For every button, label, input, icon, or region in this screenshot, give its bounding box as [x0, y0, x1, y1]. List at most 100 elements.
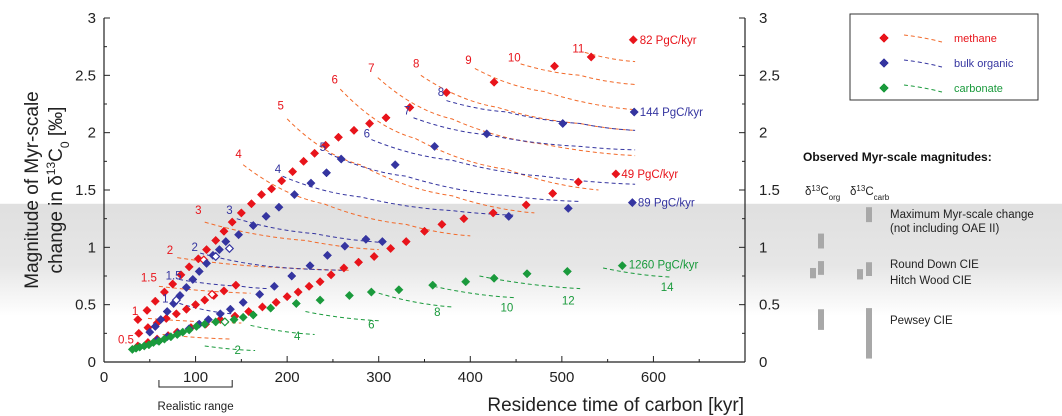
- trend-curve-26: [433, 285, 517, 299]
- bulk-organic-point: [274, 202, 284, 212]
- observed-org-bar: [810, 267, 816, 279]
- trend-curve-6: [286, 118, 535, 214]
- bulk-organic-point: [558, 118, 568, 129]
- x-tick-label: 100: [183, 369, 208, 386]
- trend-curve-19: [371, 139, 636, 185]
- methane-point: [369, 251, 379, 262]
- observed-org-bar: [818, 233, 824, 249]
- methane-point: [321, 140, 331, 150]
- methane-point: [419, 226, 430, 236]
- y-tick-label-right: 1.5: [759, 182, 780, 199]
- methane-point: [200, 295, 210, 305]
- bulk-organic-point: [377, 237, 387, 247]
- bulk-organic-point: [221, 237, 231, 247]
- y-tick-label-left: 1.5: [75, 182, 96, 199]
- methane-point: [219, 226, 229, 236]
- bulk-organic-point: [321, 168, 332, 178]
- observed-org-bar: [818, 309, 824, 330]
- trend-curve-10: [474, 68, 636, 111]
- observed-label: Round Down CIE: [890, 259, 979, 271]
- trend-curve-23: [250, 324, 315, 335]
- methane-point: [219, 286, 229, 296]
- observed-col-org-header: δ13Corg: [805, 184, 840, 202]
- methane-point: [184, 262, 194, 272]
- curve-number-label: 9: [465, 55, 471, 67]
- x-tick-label: 600: [641, 369, 666, 386]
- y-axis-title-group: Magnitude of Myr-scale change in δ13C0 [‰…: [22, 91, 72, 288]
- legend-line: [903, 84, 943, 93]
- bulk-organic-point: [287, 271, 297, 281]
- methane-point: [293, 287, 303, 297]
- carbonate-point: [200, 319, 210, 329]
- methane-point: [405, 102, 415, 112]
- trend-curve-22: [204, 345, 256, 352]
- curve-number-label: 12: [562, 296, 575, 308]
- observed-org-bar: [818, 261, 824, 275]
- methane-point: [437, 219, 447, 229]
- methane-point: [142, 305, 152, 315]
- methane-point: [611, 169, 621, 179]
- bulk-organic-point: [629, 107, 639, 117]
- curve-number-label: 7: [368, 63, 374, 75]
- methane-point: [277, 176, 287, 186]
- methane-point: [227, 217, 237, 227]
- y-axis-title-sub: 0: [58, 141, 72, 148]
- trend-curve-4: [204, 221, 379, 251]
- curve-number-label: 1.5: [141, 273, 157, 285]
- methane-point: [150, 296, 160, 306]
- x-axis-title: Residence time of carbon [kyr]: [487, 395, 744, 416]
- observed-label: Pewsey CIE: [890, 315, 953, 327]
- trend-curve-11: [520, 63, 636, 86]
- legend-marker: [879, 58, 889, 68]
- obs-part: δ: [850, 186, 856, 198]
- methane-point: [548, 188, 558, 198]
- methane-point: [315, 277, 325, 287]
- realistic-range-label: Realistic range: [158, 401, 234, 413]
- carbonate-point: [211, 317, 221, 327]
- carbonate-point: [184, 325, 194, 335]
- bulk-organic-point: [145, 327, 155, 337]
- carbonate-point: [344, 290, 354, 301]
- legend-label: bulk organic: [954, 58, 1014, 70]
- x-tick-label: 0: [100, 369, 108, 386]
- curve-number-label: 8: [434, 307, 440, 319]
- bulk-organic-open-point: [211, 251, 221, 262]
- methane-point: [181, 304, 191, 314]
- y-axis-title-sup: 13: [44, 162, 58, 176]
- carbonate-point: [238, 312, 248, 322]
- methane-point: [288, 167, 298, 177]
- curve-number-label: 10: [501, 303, 514, 315]
- y-tick-label-left: 1: [88, 239, 96, 256]
- obs-part: δ: [805, 186, 811, 198]
- y-tick-label-right: 0.5: [759, 297, 780, 314]
- legend-line: [903, 34, 943, 43]
- methane-point: [193, 254, 203, 264]
- rate-label: 49 PgC/kyr: [621, 169, 678, 181]
- y-tick-label-left: 2.5: [75, 67, 96, 84]
- bulk-organic-point: [306, 178, 316, 188]
- methane-point: [211, 235, 221, 246]
- methane-point: [326, 270, 336, 280]
- methane-point: [246, 199, 256, 209]
- x-tick-label: 500: [549, 369, 574, 386]
- carbonate-point: [191, 321, 202, 332]
- observed-label-line2: (not including OAE II): [890, 223, 999, 235]
- curve-number-label: 1: [132, 306, 138, 318]
- legend-marker: [879, 33, 889, 43]
- methane-point: [244, 306, 254, 317]
- y-axis-title-line2: change in δ13C0 [‰]: [44, 107, 72, 274]
- methane-point: [267, 184, 277, 194]
- obs-sup: 13: [811, 184, 820, 193]
- y-axis-title-part: C: [46, 148, 67, 162]
- methane-point: [159, 287, 169, 297]
- methane-point: [333, 132, 343, 142]
- methane-point: [381, 113, 391, 123]
- legend-label: methane: [954, 33, 997, 45]
- y-tick-label-right: 1: [759, 239, 767, 256]
- x-tick-label: 300: [366, 369, 391, 386]
- carbonate-point: [461, 277, 471, 287]
- y-axis-title-part: change in δ: [46, 175, 67, 273]
- legend: methane bulk organic carbonate: [849, 13, 1039, 101]
- curve-number-label: 6: [368, 320, 374, 332]
- methane-point: [304, 281, 314, 291]
